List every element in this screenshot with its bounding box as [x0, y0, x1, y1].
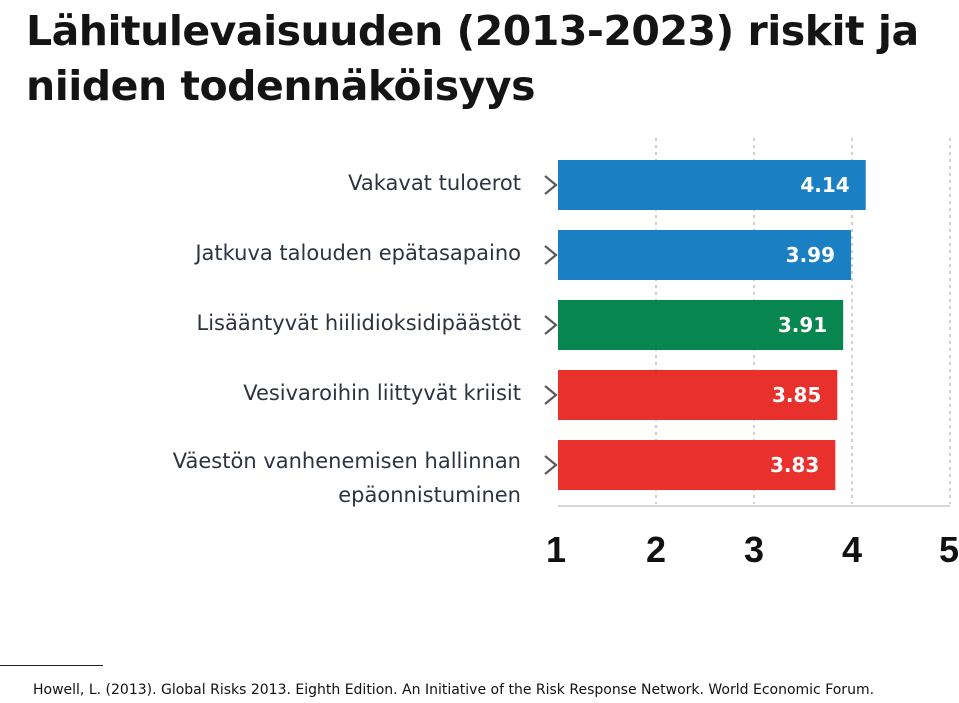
category-label: Jatkuva talouden epätasapaino: [193, 241, 521, 265]
x-tick-label: 3: [744, 529, 764, 570]
x-tick-label: 4: [842, 529, 862, 570]
x-axis: 1 2 3 4 5: [546, 505, 959, 570]
bar: [558, 440, 836, 490]
category-label: Vakavat tuloerot: [348, 171, 521, 195]
bar-value-label: 3.85: [772, 383, 821, 407]
footnote-rule: [0, 665, 103, 666]
page-title: Lähitulevaisuuden (2013-2023) riskit ja …: [26, 7, 919, 110]
chevron-icon: [544, 245, 558, 265]
chevron-icon: [544, 175, 558, 195]
chevron-icon: [544, 385, 558, 405]
x-tick-label: 2: [646, 529, 666, 570]
bar-value-label: 3.99: [786, 243, 835, 267]
category-label: Lisääntyvät hiilidioksidipäästöt: [197, 311, 521, 335]
bar: [558, 230, 852, 280]
chevron-icon: [544, 315, 558, 335]
x-tick-label: 1: [546, 529, 566, 570]
bar: [558, 300, 844, 350]
chevron-icon: [544, 455, 558, 475]
category-label: Vesivaroihin liittyvät kriisit: [243, 381, 521, 405]
bars: 4.14 3.99 3.91 3.85 3.83: [544, 160, 866, 490]
source-citation: Howell, L. (2013). Global Risks 2013. Ei…: [33, 682, 875, 698]
x-tick-label: 5: [939, 529, 959, 570]
bar: [558, 370, 838, 420]
category-label: Väestön vanhenemisen hallinnan epäonnistu…: [173, 449, 521, 507]
bar-value-label: 3.83: [770, 453, 819, 477]
bar-value-label: 3.91: [778, 313, 827, 337]
bar: [558, 160, 866, 210]
bar-value-label: 4.14: [800, 173, 849, 197]
category-labels: Vakavat tuloerot Jatkuva talouden epätasa…: [173, 171, 521, 507]
